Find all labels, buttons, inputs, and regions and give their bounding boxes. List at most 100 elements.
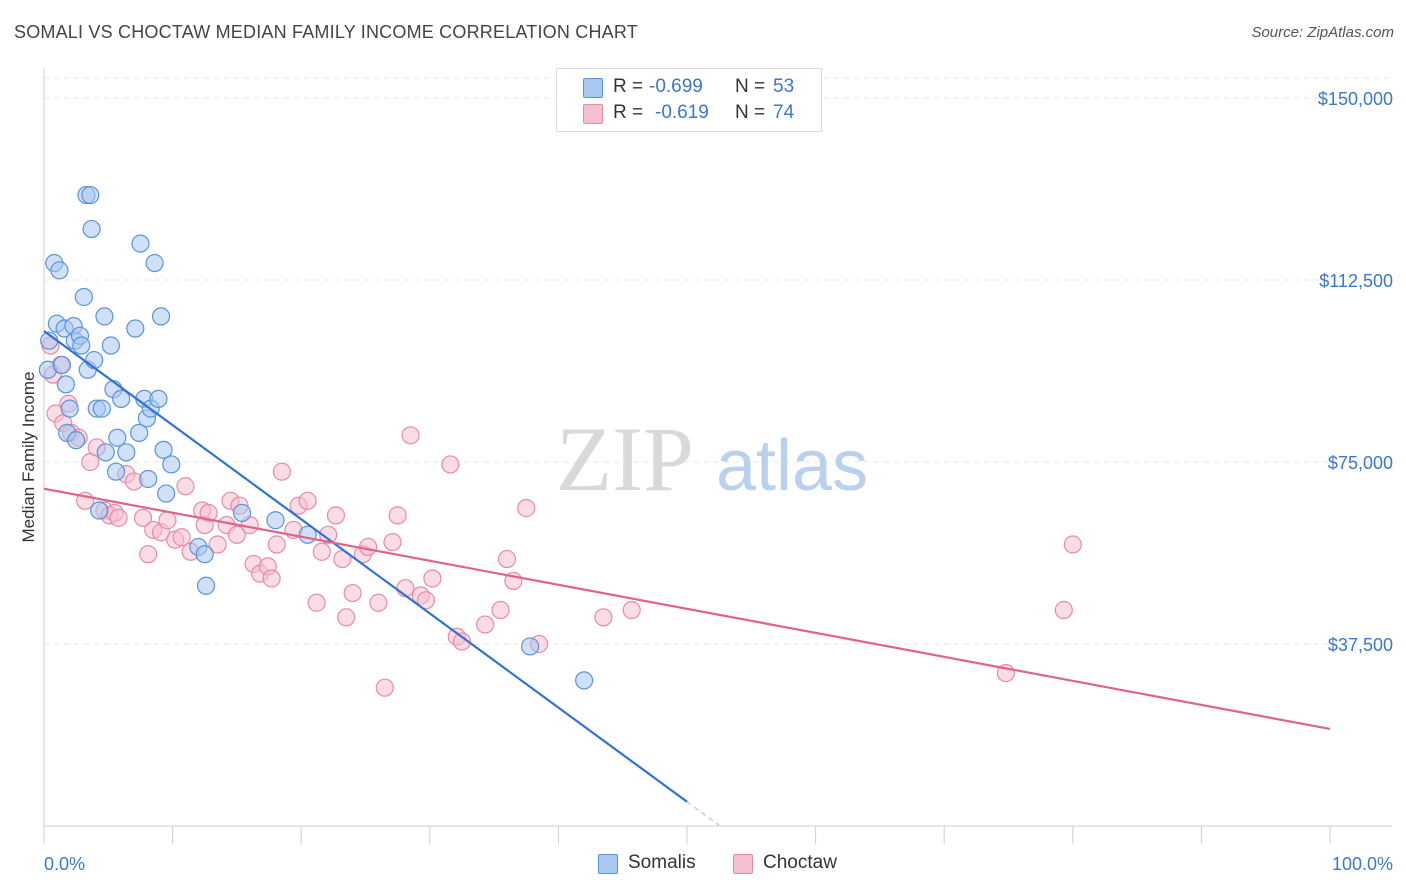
legend-r-value: -0.619 — [655, 102, 709, 123]
bottom-legend-label: Somalis — [628, 852, 696, 873]
somali-point — [149, 389, 168, 409]
choctaw-point — [388, 506, 407, 525]
legend-r-label: R = — [613, 76, 644, 97]
somalis-trend-line — [43, 330, 688, 803]
somali-point — [101, 336, 120, 355]
somali-point — [67, 431, 86, 450]
somali-point — [266, 511, 285, 530]
choctaw-point — [199, 503, 218, 523]
choctaw-point — [441, 455, 460, 474]
somalis-trend-extension — [686, 801, 720, 826]
somali-points — [38, 185, 594, 690]
y-tick-labels: $37,500 $75,000 $112,500 $150,000 — [1318, 89, 1393, 655]
somali-point — [106, 462, 126, 481]
choctaw-point — [109, 508, 128, 527]
somali-point — [95, 307, 114, 326]
somali-point — [195, 545, 214, 564]
somali-point — [154, 440, 173, 459]
choctaw-point — [491, 600, 510, 620]
bottom-legend-label: Choctaw — [763, 852, 837, 873]
choctaw-point — [517, 499, 536, 518]
choctaw-point — [343, 583, 362, 603]
choctaw-point — [326, 506, 346, 525]
somali-point — [117, 443, 136, 462]
legend-n-value: 74 — [773, 102, 795, 123]
somali-point — [157, 484, 176, 503]
choctaw-point — [452, 632, 472, 651]
somali-point — [151, 307, 171, 326]
choctaw-point — [1054, 600, 1073, 620]
somali-point — [108, 428, 127, 447]
choctaw-trend-line — [43, 487, 1331, 731]
choctaw-point — [139, 545, 158, 564]
somali-point — [90, 501, 109, 520]
choctaw-point — [312, 542, 331, 561]
choctaw-swatch — [733, 854, 753, 874]
choctaw-point — [423, 569, 442, 588]
somali-point — [139, 469, 158, 489]
legend-n-label: N = — [735, 102, 766, 123]
legend-n-label: N = — [735, 76, 766, 97]
somali-point — [112, 389, 131, 409]
x-tick-labels: 0.0% 100.0% — [44, 854, 1393, 874]
somali-point — [575, 671, 594, 690]
correlation-legend: R = -0.699 N = 53 R = -0.619 N = 74 — [556, 68, 822, 132]
choctaw-point — [337, 608, 356, 627]
y-axis-label: Median Family Income — [19, 371, 38, 542]
choctaw-point — [227, 525, 246, 544]
choctaw-point — [1063, 535, 1082, 554]
choctaw-swatch — [583, 104, 603, 124]
y-tick-label: $75,000 — [1328, 453, 1393, 473]
choctaw-point — [416, 591, 436, 610]
choctaw-point — [383, 532, 402, 552]
choctaw-point — [401, 426, 420, 445]
choctaw-point — [267, 535, 286, 554]
choctaw-point — [622, 600, 641, 620]
somali-point — [81, 185, 100, 205]
x-tick-label: 100.0% — [1332, 854, 1393, 874]
somalis-swatch — [583, 78, 603, 98]
y-tick-label: $112,500 — [1319, 271, 1393, 291]
choctaw-point — [133, 508, 153, 527]
y-tick-label: $150,000 — [1318, 89, 1393, 109]
choctaw-point — [208, 535, 227, 554]
somali-point — [72, 336, 91, 355]
axes — [43, 68, 1392, 844]
somali-point — [74, 287, 93, 307]
somali-point — [521, 637, 540, 656]
somali-point — [162, 455, 181, 474]
somali-point — [60, 399, 79, 418]
somali-point — [196, 576, 216, 595]
legend-r-label: R = — [613, 102, 644, 123]
somali-point — [130, 423, 149, 442]
somali-point — [82, 219, 101, 239]
choctaw-point — [497, 549, 517, 569]
somali-point — [50, 261, 69, 280]
somali-point — [126, 319, 145, 338]
somalis-swatch — [598, 854, 618, 874]
somali-point — [145, 253, 164, 273]
watermark-zip: ZIP — [556, 408, 694, 510]
choctaw-point — [172, 528, 191, 547]
somali-point — [56, 375, 75, 394]
somali-point — [92, 399, 111, 418]
watermark-atlas: atlas — [716, 426, 868, 506]
somali-point — [96, 443, 115, 462]
somali-point — [85, 350, 104, 370]
legend-r-value: -0.699 — [649, 76, 703, 97]
chart-title: SOMALI VS CHOCTAW MEDIAN FAMILY INCOME C… — [14, 22, 638, 42]
choctaw-point — [176, 477, 195, 496]
choctaw-point — [475, 615, 495, 634]
choctaw-point — [262, 569, 281, 588]
choctaw-point — [375, 678, 394, 697]
somali-point — [232, 503, 252, 523]
choctaw-point — [272, 462, 292, 481]
choctaw-point — [369, 593, 388, 612]
source-label: Source: ZipAtlas.com — [1251, 24, 1394, 41]
legend-n-value: 53 — [773, 76, 795, 97]
somali-point — [52, 355, 72, 375]
choctaw-point — [358, 537, 378, 557]
choctaw-point — [307, 593, 326, 612]
choctaw-point — [158, 511, 177, 530]
